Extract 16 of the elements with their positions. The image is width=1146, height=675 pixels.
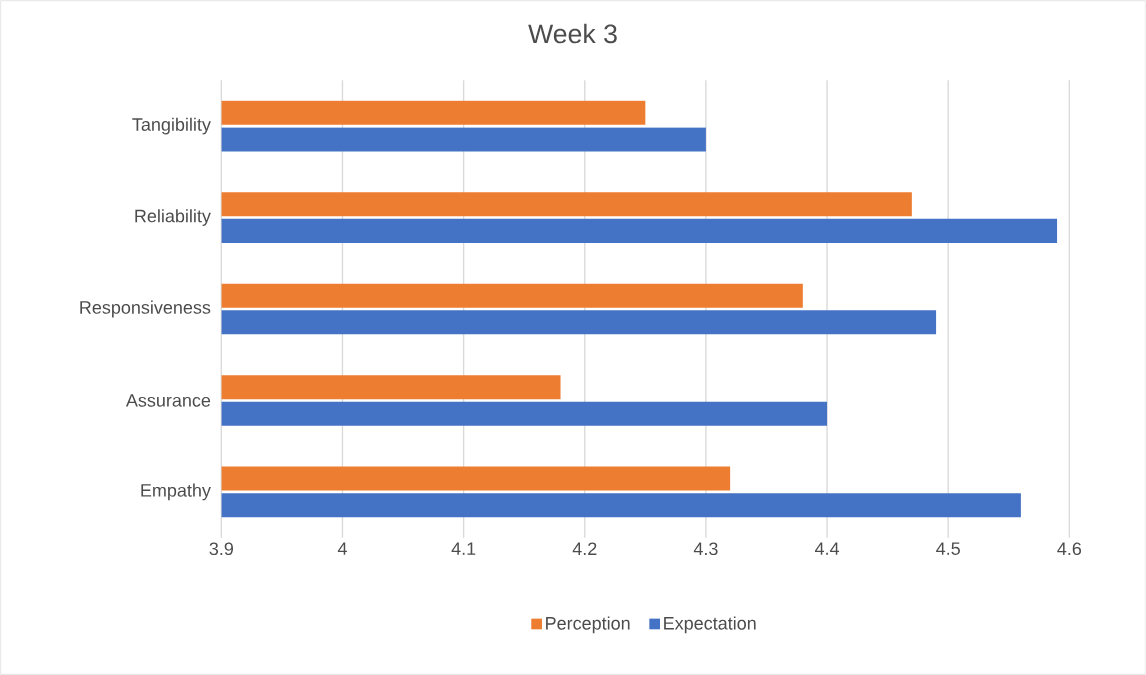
legend-label: Perception	[546, 616, 630, 634]
y-tick-label: Tangibility	[132, 117, 211, 135]
legend-label: Expectation	[664, 616, 756, 634]
chart-title: Week 3	[528, 23, 617, 44]
x-tick-label: 4	[337, 542, 347, 555]
x-tick-label: 4.3	[693, 542, 718, 556]
x-tick-label: 3.9	[209, 542, 233, 556]
y-tick-label: Empathy	[141, 483, 211, 501]
x-tick-label: 4.5	[936, 542, 960, 555]
y-tick-label: Reliability	[135, 209, 211, 226]
y-tick-label: Assurance	[125, 394, 211, 407]
x-tick-label: 4.6	[1057, 542, 1082, 556]
x-tick-label: 4.4	[814, 542, 840, 555]
x-tick-label: 4.2	[572, 542, 597, 555]
x-tick-label: 4.1	[451, 542, 476, 555]
y-tick-label: Responsiveness	[80, 300, 211, 318]
